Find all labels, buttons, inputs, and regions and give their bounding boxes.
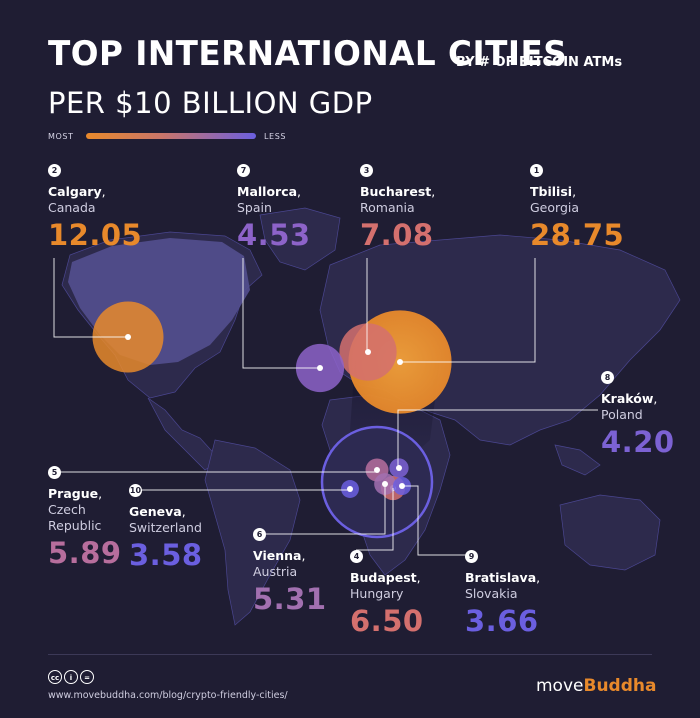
city-name: Bratislava, bbox=[465, 570, 541, 585]
legend-gradient-bar bbox=[86, 133, 256, 139]
atm-value: 6.50 bbox=[350, 604, 424, 638]
atm-value: 3.58 bbox=[129, 538, 203, 572]
atm-value: 5.89 bbox=[48, 536, 122, 570]
leader-line bbox=[53, 258, 128, 338]
city-name: Geneva, bbox=[129, 504, 186, 519]
legend-most-label: MOST bbox=[48, 132, 74, 141]
city-label-krakw: 8 Kraków, Poland 4.20 bbox=[601, 371, 675, 459]
city-label-mallorca: 7 Mallorca, Spain 4.53 bbox=[237, 164, 311, 252]
rank-badge: 6 bbox=[253, 528, 266, 541]
rank-badge: 4 bbox=[350, 550, 363, 563]
atm-value: 4.53 bbox=[237, 218, 311, 252]
title-suffix: BY # OF BITCOIN ATMs bbox=[456, 55, 623, 70]
rank-badge: 7 bbox=[237, 164, 250, 177]
country-name: Czech Republic bbox=[48, 502, 102, 533]
city-dot-bucharest bbox=[365, 349, 371, 355]
leader-line bbox=[242, 258, 320, 369]
by-icon: i bbox=[64, 670, 78, 684]
city-label-prague: 5 Prague, Czech Republic 5.89 bbox=[48, 466, 122, 570]
country-name: Romania bbox=[360, 200, 415, 215]
city-label-bucharest: 3 Bucharest, Romania 7.08 bbox=[360, 164, 435, 252]
atm-value: 3.66 bbox=[465, 604, 539, 638]
country-name: Poland bbox=[601, 407, 643, 422]
creative-commons-badge: cc i = bbox=[48, 670, 94, 684]
leader-line bbox=[397, 409, 598, 468]
source-url[interactable]: www.movebuddha.com/blog/crypto-friendly-… bbox=[48, 690, 288, 701]
rank-badge: 1 bbox=[530, 164, 543, 177]
city-name: Tbilisi, bbox=[530, 184, 577, 199]
atm-value: 5.31 bbox=[253, 582, 327, 616]
country-name: Austria bbox=[253, 564, 298, 579]
leader-line bbox=[402, 485, 470, 556]
atm-value: 4.20 bbox=[601, 425, 675, 459]
city-dot-krakw bbox=[396, 465, 402, 471]
city-label-vienna: 6 Vienna, Austria 5.31 bbox=[253, 528, 327, 616]
atm-value: 7.08 bbox=[360, 218, 434, 252]
atm-value: 12.05 bbox=[48, 218, 143, 252]
city-name: Budapest, bbox=[350, 570, 421, 585]
city-label-bratislava: 9 Bratislava, Slovakia 3.66 bbox=[465, 550, 540, 638]
cc-icon: cc bbox=[48, 670, 62, 684]
leader-line bbox=[262, 484, 386, 535]
leader-lines bbox=[53, 258, 598, 556]
city-name: Mallorca, bbox=[237, 184, 302, 199]
country-name: Switzerland bbox=[129, 520, 202, 535]
city-name: Bucharest, bbox=[360, 184, 436, 199]
city-name: Kraków, bbox=[601, 391, 658, 406]
rank-badge: 10 bbox=[129, 484, 142, 497]
rank-badge: 3 bbox=[360, 164, 373, 177]
city-label-tbilisi: 1 Tbilisi, Georgia 28.75 bbox=[530, 164, 624, 252]
city-label-geneva: 10 Geneva, Switzerland 3.58 bbox=[129, 484, 203, 572]
rank-badge: 2 bbox=[48, 164, 61, 177]
country-name: Slovakia bbox=[465, 586, 518, 601]
city-label-budapest: 4 Budapest, Hungary 6.50 bbox=[350, 550, 424, 638]
city-name: Vienna, bbox=[253, 548, 306, 563]
city-dot-geneva bbox=[347, 486, 353, 492]
country-name: Canada bbox=[48, 200, 96, 215]
page-subtitle: PER $10 BILLION GDP bbox=[48, 86, 373, 120]
rank-badge: 8 bbox=[601, 371, 614, 384]
country-name: Spain bbox=[237, 200, 272, 215]
nd-icon: = bbox=[80, 670, 94, 684]
brand-logo: moveBuddha bbox=[536, 676, 657, 696]
leader-line bbox=[356, 488, 394, 551]
leader-line bbox=[400, 258, 536, 363]
page-title: TOP INTERNATIONAL CITIES bbox=[48, 34, 568, 74]
country-name: Hungary bbox=[350, 586, 404, 601]
rank-badge: 5 bbox=[48, 466, 61, 479]
country-name: Georgia bbox=[530, 200, 580, 215]
rank-badge: 9 bbox=[465, 550, 478, 563]
legend-less-label: LESS bbox=[264, 132, 287, 141]
city-name: Prague, bbox=[48, 486, 103, 501]
city-label-calgary: 2 Calgary, Canada 12.05 bbox=[48, 164, 142, 252]
city-name: Calgary, bbox=[48, 184, 106, 199]
atm-value: 28.75 bbox=[530, 218, 625, 252]
footer-divider bbox=[48, 654, 652, 655]
